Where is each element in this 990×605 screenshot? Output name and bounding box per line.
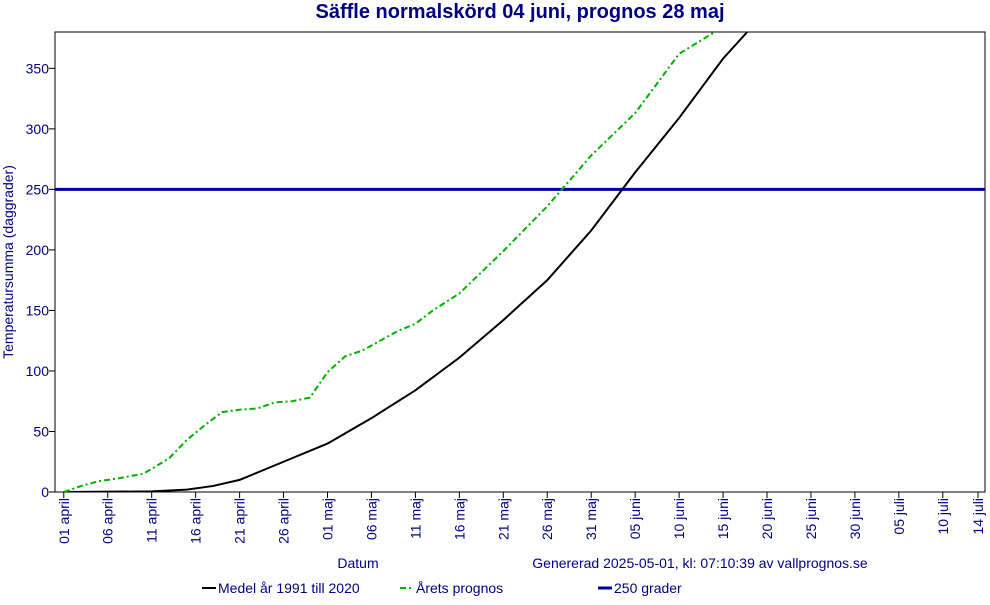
legend-label: Medel år 1991 till 2020 — [218, 580, 360, 596]
x-tick-label: 01 maj — [319, 498, 335, 540]
y-tick-label: 350 — [26, 60, 50, 76]
y-tick-label: 200 — [26, 242, 50, 258]
x-axis-label: Datum — [337, 555, 378, 571]
x-tick-label: 26 april — [276, 498, 292, 544]
x-tick-label: 06 maj — [363, 498, 379, 540]
y-tick-label: 100 — [26, 363, 50, 379]
y-tick-label: 150 — [26, 302, 50, 318]
chart-title: Säffle normalskörd 04 juni, prognos 28 m… — [316, 1, 725, 23]
legend-label: Årets prognos — [416, 580, 503, 596]
x-tick-label: 01 april — [56, 498, 72, 544]
y-tick-label: 250 — [26, 181, 50, 197]
x-tick-label: 20 juni — [759, 498, 775, 539]
x-tick-label: 15 juni — [715, 498, 731, 539]
x-tick-label: 31 maj — [583, 498, 599, 540]
y-tick-label: 300 — [26, 121, 50, 137]
x-tick-label: 30 juni — [847, 498, 863, 539]
x-tick-label: 11 maj — [407, 498, 423, 539]
legend-label: 250 grader — [614, 580, 682, 596]
series-line — [63, 32, 749, 492]
x-tick-label: 14 juli — [970, 498, 986, 535]
x-tick-label: 05 juni — [627, 498, 643, 539]
x-tick-label: 16 april — [188, 498, 204, 544]
x-tick-label: 26 maj — [539, 498, 555, 540]
series-line — [63, 32, 717, 492]
x-tick-label: 21 april — [232, 498, 248, 544]
x-tick-label: 16 maj — [451, 498, 467, 540]
x-tick-label: 11 april — [144, 498, 160, 543]
x-tick-label: 25 juni — [803, 498, 819, 539]
x-tick-label: 21 maj — [495, 498, 511, 540]
y-tick-label: 0 — [41, 484, 49, 500]
x-tick-label: 05 juli — [891, 498, 907, 535]
x-tick-label: 10 juni — [671, 498, 687, 539]
plot-lines — [55, 32, 985, 492]
note: Genererad 2025-05-01, kl: 07:10:39 av va… — [532, 555, 868, 571]
x-tick-label: 10 juli — [935, 498, 951, 535]
y-tick-label: 50 — [33, 423, 49, 439]
y-axis-label: Temperatursumma (daggrader) — [0, 165, 16, 359]
x-tick-label: 06 april — [100, 498, 116, 544]
plot-frame — [54, 31, 986, 493]
